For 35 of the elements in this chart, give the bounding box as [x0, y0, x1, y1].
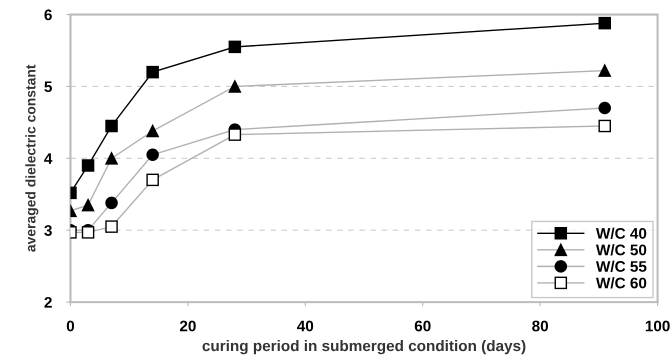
- point: [105, 220, 118, 233]
- point: [146, 124, 159, 138]
- point: [228, 80, 242, 93]
- legend-label: W/C 60: [596, 277, 646, 289]
- point: [82, 198, 94, 212]
- point: [146, 174, 159, 186]
- point: [105, 196, 118, 210]
- y-tick-label: 3: [44, 225, 52, 236]
- point: [82, 226, 94, 239]
- point: [598, 64, 611, 77]
- y-tick-label: 2: [44, 296, 52, 308]
- point: [146, 66, 159, 78]
- x-tick-label: 80: [532, 320, 548, 332]
- point: [598, 16, 611, 30]
- y-tick-label: 6: [44, 9, 52, 20]
- x-axis-title: curing period in submerged condition (days): [202, 340, 526, 354]
- point: [105, 120, 118, 132]
- point: [105, 152, 118, 165]
- point: [82, 159, 94, 172]
- point: [598, 102, 611, 114]
- point: [228, 128, 242, 141]
- point: [228, 40, 242, 54]
- legend-label: W/C 50: [596, 244, 646, 256]
- point: [146, 148, 159, 161]
- x-tick-label: 0: [66, 320, 74, 332]
- y-axis-title: averaged dielectric constant: [25, 64, 38, 252]
- legend-label: W/C 55: [596, 260, 646, 272]
- x-tick-label: 100: [646, 320, 670, 332]
- y-tick-label: 4: [44, 153, 52, 164]
- legend-label: W/C 40: [596, 228, 646, 239]
- x-tick-label: 60: [414, 320, 431, 332]
- point: [598, 120, 611, 132]
- x-tick-label: 40: [297, 320, 314, 332]
- x-tick-label: 20: [180, 320, 196, 332]
- y-tick-label: 5: [44, 81, 52, 92]
